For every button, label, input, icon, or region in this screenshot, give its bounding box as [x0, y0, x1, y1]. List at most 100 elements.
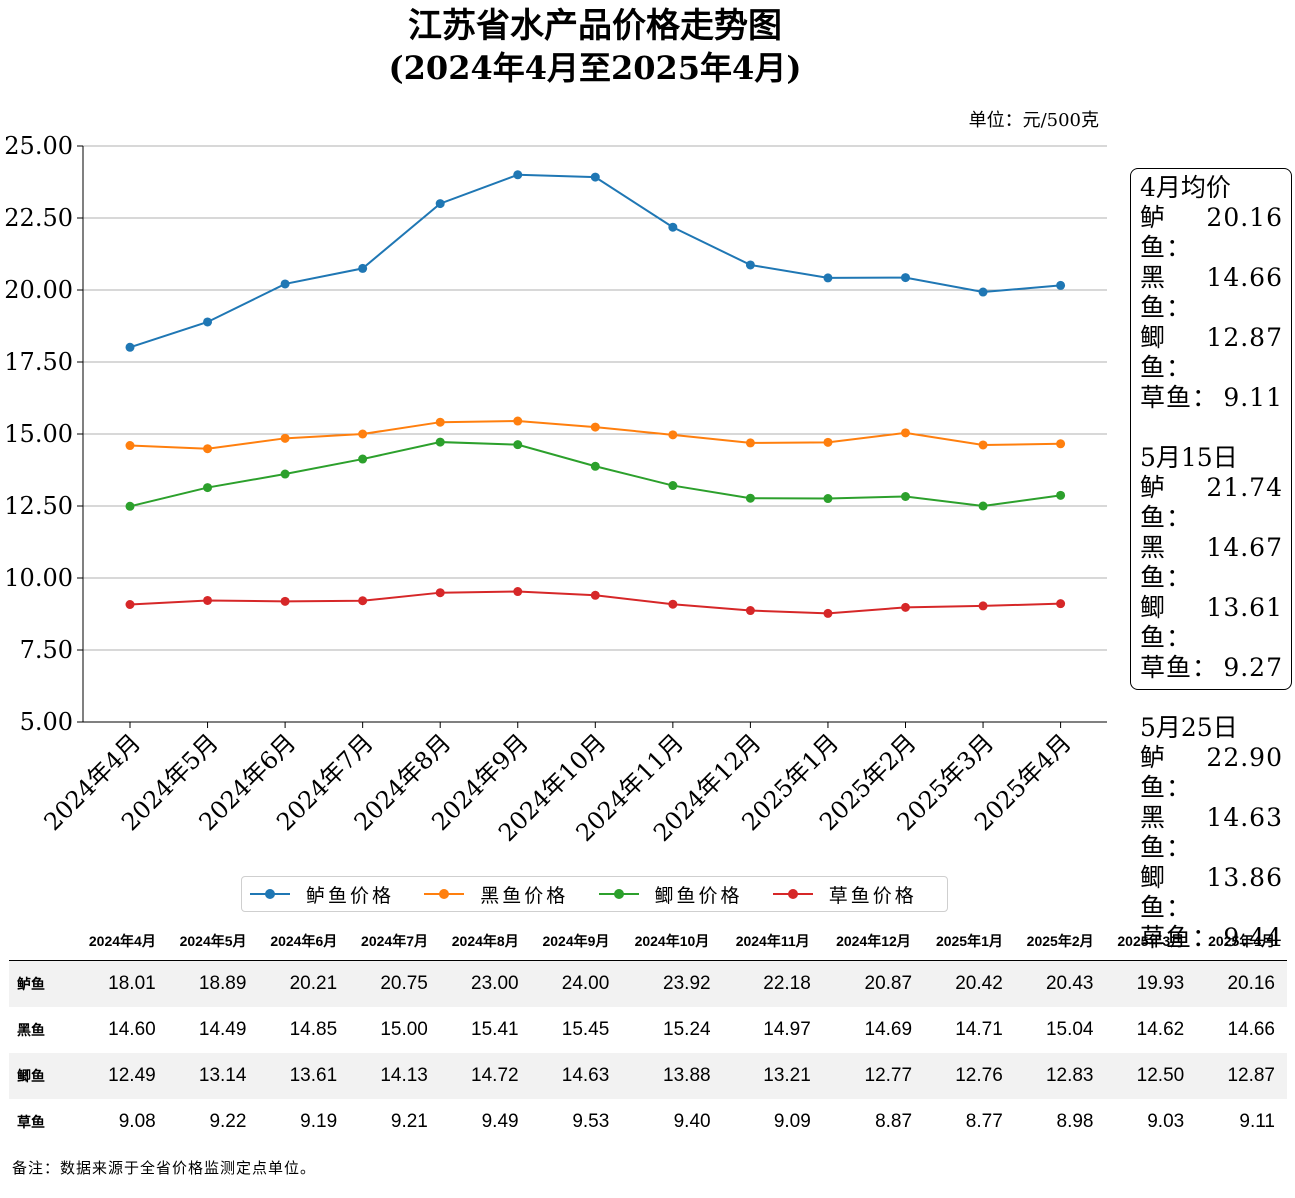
table-cell: 20.21	[258, 960, 350, 1007]
table-cell: 20.75	[349, 960, 440, 1007]
annotation-value: 14.63	[1206, 803, 1283, 832]
chart-subtitle: (2024年4月至2025年4月)	[388, 49, 802, 87]
data-point	[901, 602, 910, 612]
table-cell: 15.41	[471, 1019, 519, 1040]
data-point	[513, 416, 523, 426]
data-point	[590, 590, 600, 600]
table-cell: 12.77	[822, 1053, 925, 1099]
annotation-label: 鲫鱼：	[1140, 593, 1193, 652]
table-column-header: 2024年9月	[530, 922, 622, 961]
annotation-value: 21.74	[1206, 473, 1283, 502]
annotation-value: 14.66	[1206, 263, 1283, 292]
y-tick-label: 17.50	[4, 348, 73, 376]
table-cell: 9.09	[773, 1111, 811, 1132]
table-cell: 14.62	[1136, 1019, 1185, 1040]
data-point	[668, 222, 678, 232]
data-point	[203, 444, 213, 454]
annotation-row: 草鱼： 9.11	[1140, 383, 1283, 413]
data-point	[203, 595, 213, 605]
line-chart: 5.00 7.50 10.00 12.50 15.00 17.50 20.00 22.50 25…	[4, 132, 1107, 847]
data-point	[358, 263, 368, 273]
table-cell: 13.88	[621, 1053, 723, 1099]
table-cell: 9.11	[1239, 1111, 1275, 1132]
data-point	[513, 440, 523, 450]
table-row: 鲈鱼 18.01 18.89 20.21 20.75 23.00 24.00 23.92 22.…	[9, 960, 1287, 1007]
price-data-table: 2024年4月 2024年5月 2024年6月 2024年7月 2024年8月 2024年…	[9, 922, 1287, 1145]
table-cell: 13.21	[722, 1053, 823, 1099]
table-column-header: 2024年10月	[621, 922, 723, 961]
table-cell: 9.49	[481, 1111, 519, 1132]
table-column-header: 2024年12月	[822, 922, 925, 961]
annotation-row: 鲫鱼： 12.87	[1140, 323, 1283, 383]
data-point	[280, 433, 290, 443]
annotation-row: 鲈鱼： 21.74	[1140, 473, 1283, 533]
annotation-label: 黑鱼：	[1140, 533, 1193, 592]
table-cell: 22.18	[722, 960, 823, 1007]
price-annotation-box: 4月均价 鲈鱼： 20.16 黑鱼： 14.66 鲫鱼： 12.87 草鱼： 9.11 5月15日…	[1130, 168, 1292, 952]
legend-item: 鲈鱼价格	[250, 881, 424, 908]
chart-title: 江苏省水产品价格走势图	[408, 6, 782, 46]
data-point	[125, 501, 135, 511]
data-point	[590, 172, 600, 182]
table-cell: 19.93	[1105, 960, 1197, 1007]
annotation-value: 9.27	[1223, 653, 1283, 682]
table-cell: 14.69	[864, 1019, 913, 1040]
annotation-row: 黑鱼： 14.63	[1140, 803, 1283, 863]
table-cell: 20.42	[924, 960, 1015, 1007]
data-point	[203, 317, 213, 327]
table-cell: 12.87	[1196, 1053, 1287, 1099]
table-cell: 14.60	[108, 1019, 156, 1040]
annotation-value: 22.90	[1206, 743, 1283, 772]
data-point	[590, 461, 600, 471]
data-point	[358, 454, 368, 464]
data-point	[435, 588, 445, 598]
series-line-3	[129, 441, 1061, 508]
data-point	[203, 483, 213, 493]
table-cell: 15.00	[380, 1019, 428, 1040]
y-tick-label: 22.50	[4, 204, 73, 232]
table-cell: 23.92	[621, 960, 723, 1007]
y-tick-label: 5.00	[20, 708, 73, 736]
annotation-label: 草鱼：	[1140, 653, 1219, 682]
table-cell: 12.50	[1105, 1053, 1197, 1099]
data-point	[823, 494, 833, 504]
table-cell: 9.53	[572, 1111, 610, 1132]
data-point	[1056, 439, 1066, 449]
y-tick-label: 10.00	[4, 564, 73, 592]
data-point	[358, 596, 368, 606]
table-cell: 14.63	[530, 1053, 622, 1099]
table-cell: 14.66	[1227, 1019, 1275, 1040]
table-cell: 14.85	[289, 1019, 338, 1040]
data-point	[978, 601, 988, 611]
table-cell: 9.19	[300, 1111, 338, 1132]
legend-swatch	[598, 886, 639, 902]
legend-label: 鲈鱼价格	[306, 884, 395, 907]
data-point	[280, 596, 290, 606]
data-point	[745, 606, 755, 616]
annotation-label: 鲈鱼：	[1140, 473, 1193, 532]
table-cell: 23.00	[439, 960, 531, 1007]
data-point	[590, 422, 600, 432]
table-cell: 9.40	[673, 1111, 711, 1132]
annotation-heading: 5月15日	[1140, 443, 1238, 472]
data-point	[745, 493, 755, 503]
annotation-label: 鲫鱼：	[1140, 323, 1193, 382]
legend-swatch	[250, 886, 290, 902]
legend-swatch	[772, 886, 813, 902]
table-row-header: 黑鱼	[17, 1022, 45, 1038]
y-tick-label: 12.50	[4, 492, 73, 520]
legend-swatch	[424, 886, 465, 902]
data-point	[745, 260, 755, 270]
y-tick-label: 20.00	[4, 276, 73, 304]
table-corner-cell	[9, 922, 77, 961]
annotation-row: 草鱼： 9.27	[1140, 653, 1283, 683]
legend-label: 鲫鱼价格	[654, 884, 743, 907]
annotation-label: 鲫鱼：	[1140, 863, 1193, 922]
table-cell: 8.87	[875, 1111, 913, 1132]
table-column-header: 2024年8月	[439, 922, 531, 961]
annotation-row: 鲫鱼： 13.86	[1140, 863, 1283, 923]
legend-label: 黑鱼价格	[480, 884, 569, 907]
table-cell: 14.72	[439, 1053, 531, 1099]
table-column-header: 2024年7月	[349, 922, 440, 961]
table-column-header: 2024年11月	[722, 922, 823, 961]
